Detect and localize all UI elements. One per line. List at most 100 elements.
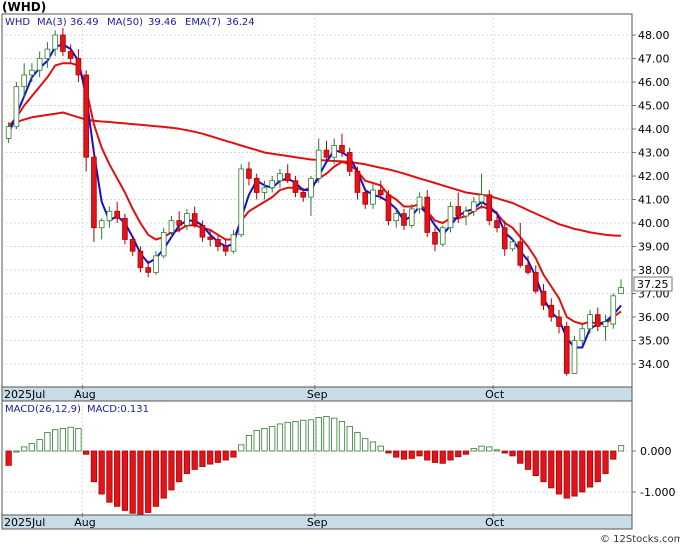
macd-bar: [44, 432, 51, 452]
macd-bar: [602, 450, 609, 474]
macd-bar: [323, 416, 330, 452]
candle-body: [401, 213, 407, 226]
macd-bar: [354, 432, 361, 452]
macd-date-band: [1, 514, 633, 530]
candle-body: [594, 314, 601, 327]
macd-bar: [424, 450, 431, 461]
candle-body: [618, 287, 624, 294]
legend-symbol: WHD: [5, 17, 30, 28]
candle-body: [370, 189, 376, 205]
macd-bar: [36, 439, 43, 452]
candle-body: [463, 210, 469, 217]
macd-x-label: Sep: [307, 516, 328, 529]
candle-body: [284, 173, 291, 182]
macd-bar: [106, 450, 113, 503]
candle-body: [610, 295, 617, 325]
macd-bar: [462, 450, 470, 455]
candle-body: [548, 304, 555, 318]
macd-legend-label: MACD(26,12,9): [5, 404, 81, 415]
candle-body: [339, 145, 345, 153]
candle-body: [246, 168, 252, 179]
candle-body: [439, 227, 446, 245]
candle-body: [308, 177, 314, 198]
candle-body: [447, 206, 454, 229]
macd-bar: [447, 450, 454, 461]
candle-body: [222, 246, 229, 252]
candle-body: [385, 194, 392, 222]
price-gridlines: [2, 14, 632, 387]
candle-body: [238, 168, 245, 236]
price-x-axis: 2025Jul Aug Sep Oct: [4, 385, 505, 401]
price-y-axis: 48.00 47.00 46.00 45.00 44.00 43.00 42.00 41.00…: [632, 29, 670, 371]
candle-body: [424, 196, 431, 233]
macd-bar: [59, 428, 67, 452]
price-x-label: 2025Jul: [4, 388, 45, 401]
macd-y-axis: 0.000 -1.000: [632, 445, 675, 499]
candle-body: [494, 220, 500, 229]
price-y-tick-label: 35.00: [638, 335, 670, 348]
candle-body: [44, 48, 51, 59]
macd-bar: [199, 450, 206, 467]
candle-body: [269, 180, 276, 189]
macd-bar: [501, 450, 508, 454]
macd-bar: [610, 450, 617, 460]
macd-bar: [571, 450, 578, 497]
macd-bar: [98, 450, 105, 495]
candle-body: [114, 210, 120, 219]
legend-ema7-label: EMA(7): [185, 17, 221, 28]
candle-body: [501, 227, 508, 250]
candle-body: [67, 51, 74, 59]
macd-bar: [532, 450, 539, 477]
macd-bar: [540, 450, 547, 483]
legend-ema7-value: 36.24: [226, 17, 255, 28]
macd-bars: [5, 416, 625, 515]
macd-bar: [300, 419, 307, 452]
candle-body: [478, 194, 485, 203]
candle-body: [52, 34, 58, 50]
candle-body: [354, 170, 361, 193]
macd-bar: [331, 417, 338, 452]
candle-body: [36, 58, 43, 71]
candle-body: [323, 149, 330, 158]
price-y-tick-label: 36.00: [638, 311, 670, 324]
price-x-label: Oct: [485, 388, 505, 401]
macd-y-tick-label: -1.000: [640, 486, 675, 499]
price-x-label: Aug: [74, 388, 95, 401]
candle-body: [13, 86, 20, 128]
last-price-label: 37.25: [637, 278, 669, 291]
macd-bar: [207, 450, 214, 465]
macd-bar: [145, 450, 152, 513]
candle-body: [160, 231, 167, 257]
price-x-label: Sep: [307, 388, 328, 401]
macd-bar: [28, 443, 36, 452]
candle-body: [29, 69, 35, 76]
macd-bar: [400, 450, 408, 460]
price-panel-frame: [1, 13, 633, 388]
macd-bar: [5, 450, 12, 466]
candle-body: [91, 156, 97, 229]
candle-body: [486, 194, 493, 222]
macd-bar: [586, 450, 594, 488]
legend-ma3-label: MA(3): [37, 17, 67, 28]
macd-bar: [524, 450, 532, 470]
macd-bar: [509, 450, 516, 457]
candle-body: [129, 239, 136, 252]
macd-bar: [176, 450, 183, 483]
candle-body: [532, 271, 539, 292]
macd-bar: [168, 450, 175, 491]
price-y-tick-label: 46.00: [638, 76, 670, 89]
macd-bar: [617, 445, 625, 452]
candle-body: [579, 328, 586, 341]
macd-x-label: 2025Jul: [4, 516, 45, 529]
macd-y-tick-label: 0.000: [640, 445, 672, 458]
candle-body: [106, 210, 113, 222]
macd-x-axis: 2025Jul Aug Sep Oct: [4, 513, 505, 529]
macd-bar: [245, 435, 253, 452]
macd-bar: [276, 423, 284, 452]
price-y-tick-label: 40.00: [638, 217, 670, 230]
macd-bar: [269, 425, 276, 452]
macd-bar: [129, 450, 136, 514]
ticker-title: (WHD): [2, 0, 46, 14]
ma50-line: [8, 111, 622, 237]
